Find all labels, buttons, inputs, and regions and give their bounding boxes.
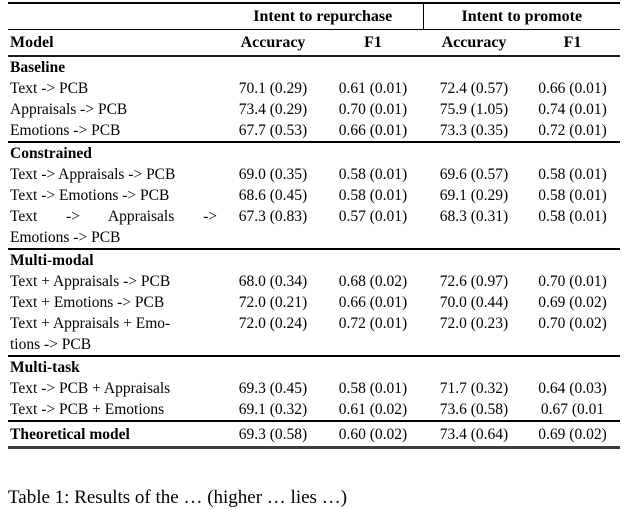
cell-model: Text -> PCB + Appraisals: [10, 380, 171, 397]
cell-value: 0.69 (0.02): [538, 294, 607, 311]
cell-model: Text -> PCB: [10, 80, 89, 97]
cell-value: 68.0 (0.34): [238, 273, 308, 290]
cell-value: 69.6 (0.57): [439, 166, 509, 183]
cell-value: 0.69 (0.02): [525, 420, 621, 449]
cell-model: Text -> Appraisals -> Emotions -> PCB: [8, 206, 223, 249]
group-header-promote: Intent to promote: [422, 2, 621, 30]
cell-value: 71.7 (0.32): [439, 380, 509, 397]
cell-value: 72.0 (0.24): [238, 315, 308, 332]
cell-model: Text -> Emotions -> PCB: [10, 187, 170, 204]
group-header-spacer: [8, 2, 223, 30]
cell-value: 0.58 (0.01): [338, 380, 408, 397]
table-group-header-row: Intent to repurchase Intent to promote: [8, 2, 621, 30]
cell-value: 0.68 (0.02): [338, 273, 408, 290]
cell-model: Text -> PCB + Emotions: [10, 401, 165, 418]
cell-model: Text + Emotions -> PCB: [10, 294, 165, 311]
cell-value: 0.70 (0.02): [538, 315, 607, 332]
cell-value: 0.70 (0.01): [338, 101, 408, 118]
cell-model: Emotions -> PCB: [10, 122, 121, 139]
cell-value: 67.3 (0.83): [238, 208, 308, 225]
table-row: Text -> PCB + Emotions 69.1 (0.32) 0.61 …: [8, 399, 620, 421]
section-title-label: Constrained: [8, 141, 621, 164]
column-header-accuracy-1: Accuracy: [223, 29, 323, 57]
model-line-1: Text -> Appraisals ->: [10, 208, 217, 225]
cell-value: 0.58 (0.01): [538, 187, 607, 204]
cell-value: 69.0 (0.35): [238, 166, 308, 183]
cell-value: 0.66 (0.01): [338, 122, 408, 139]
cell-value: 73.4 (0.29): [238, 101, 308, 118]
section-title-constrained: Constrained: [8, 141, 621, 164]
cell-value: 68.6 (0.45): [238, 187, 308, 204]
column-header-f1-1: F1: [323, 29, 423, 57]
cell-value: 0.66 (0.01): [538, 80, 607, 97]
model-line-2: tions -> PCB: [10, 336, 92, 353]
cell-value: 72.0 (0.21): [238, 294, 308, 311]
cell-value: 73.6 (0.58): [439, 401, 509, 418]
cell-value: 0.58 (0.01): [538, 208, 607, 225]
cell-value: 73.4 (0.64): [423, 420, 525, 449]
table-row: Text -> PCB + Appraisals 69.3 (0.45) 0.5…: [8, 378, 620, 399]
cell-value: 69.3 (0.58): [223, 420, 323, 449]
cell-value: 0.58 (0.01): [338, 187, 408, 204]
group-header-repurchase: Intent to repurchase: [223, 2, 423, 30]
section-title-label: Multi-task: [8, 355, 621, 378]
column-header-accuracy-2: Accuracy: [423, 29, 525, 57]
cell-value: 0.72 (0.01): [338, 315, 408, 332]
table-row: Text -> Appraisals -> Emotions -> PCB 67…: [8, 206, 620, 249]
table-row: Text + Appraisals -> PCB 68.0 (0.34) 0.6…: [8, 271, 620, 292]
cell-value: 67.7 (0.53): [238, 122, 308, 139]
cell-value: 0.61 (0.02): [338, 401, 408, 418]
cell-value: 0.67 (0.01: [540, 401, 605, 418]
cell-model: Theoretical model: [8, 420, 223, 449]
cell-value: 72.0 (0.23): [439, 315, 509, 332]
table-column-header-row: Model Accuracy F1 Accuracy F1: [8, 29, 621, 57]
table-caption: Table 1: Results of the … (higher … lies…: [8, 487, 348, 508]
section-title-label: Multi-modal: [8, 248, 621, 271]
cell-value: 0.66 (0.01): [338, 294, 408, 311]
section-title-baseline: Baseline: [8, 56, 620, 78]
cell-model: Text + Appraisals + Emo- tions -> PCB: [8, 313, 223, 356]
cell-value: 0.57 (0.01): [338, 208, 408, 225]
table-row: Text -> Appraisals -> PCB 69.0 (0.35) 0.…: [8, 164, 620, 185]
cell-value: 70.0 (0.44): [439, 294, 509, 311]
cell-value: 0.60 (0.02): [323, 420, 423, 449]
table-row: Text + Emotions -> PCB 72.0 (0.21) 0.66 …: [8, 292, 620, 313]
cell-value: 69.1 (0.29): [439, 187, 509, 204]
table-row: Emotions -> PCB 67.7 (0.53) 0.66 (0.01) …: [8, 120, 620, 142]
cell-value: 72.4 (0.57): [439, 80, 509, 97]
cell-model: Text + Appraisals -> PCB: [10, 273, 171, 290]
section-title-multi-task: Multi-task: [8, 355, 621, 378]
model-line-2: Emotions -> PCB: [10, 229, 121, 246]
cell-value: 0.70 (0.01): [538, 273, 607, 290]
cell-value: 0.74 (0.01): [538, 101, 607, 118]
cell-value: 0.58 (0.01): [538, 166, 607, 183]
section-title-label: Baseline: [10, 59, 66, 76]
model-line-1: Text + Appraisals + Emo-: [10, 315, 171, 332]
column-header-model: Model: [8, 29, 223, 57]
table-row: Text -> PCB 70.1 (0.29) 0.61 (0.01) 72.4…: [8, 78, 620, 99]
column-header-f1-2: F1: [525, 29, 621, 57]
cell-value: 70.1 (0.29): [238, 80, 308, 97]
cell-value: 0.61 (0.01): [338, 80, 408, 97]
results-table: Intent to repurchase Intent to promote M…: [8, 2, 621, 449]
cell-value: 73.3 (0.35): [439, 122, 509, 139]
cell-value: 69.1 (0.32): [238, 401, 308, 418]
cell-value: 69.3 (0.45): [238, 380, 308, 397]
cell-value: 0.58 (0.01): [338, 166, 408, 183]
cell-value: 68.3 (0.31): [439, 208, 509, 225]
cell-value: 0.72 (0.01): [538, 122, 607, 139]
summary-row: Theoretical model 69.3 (0.58) 0.60 (0.02…: [8, 420, 621, 449]
table-row: Text -> Emotions -> PCB 68.6 (0.45) 0.58…: [8, 185, 620, 206]
cell-value: 0.64 (0.03): [538, 380, 607, 397]
cell-model: Text -> Appraisals -> PCB: [10, 166, 176, 183]
table-row: Appraisals -> PCB 73.4 (0.29) 0.70 (0.01…: [8, 99, 620, 120]
section-title-multi-modal: Multi-modal: [8, 248, 621, 271]
cell-model: Appraisals -> PCB: [10, 101, 128, 118]
cell-value: 72.6 (0.97): [439, 273, 509, 290]
cell-value: 75.9 (1.05): [439, 101, 509, 118]
table-row: Text + Appraisals + Emo- tions -> PCB 72…: [8, 313, 620, 356]
